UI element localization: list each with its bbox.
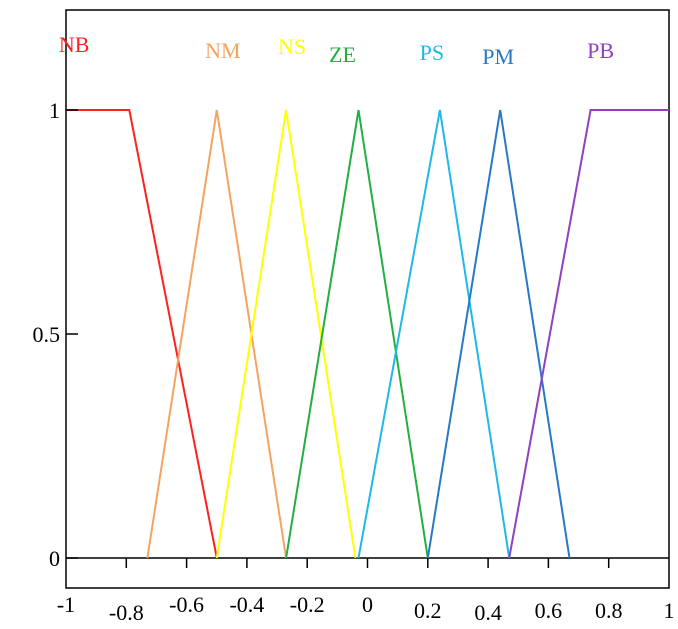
x-tick-label: 0.2 [414,598,442,623]
series-label-nm: NM [205,38,240,63]
series-label-layer: NB NM NS ZE PS PM PB [59,32,614,69]
x-tick-label: 0.6 [535,598,563,623]
series-line-ze [285,109,429,559]
series-line-nm [146,109,288,559]
series-label-ns: NS [278,34,306,59]
plot-frame [65,9,670,589]
series-label-nb: NB [59,32,90,57]
x-tick-label: 0.8 [595,598,623,623]
series-line-pb [508,109,669,559]
series-layer [66,109,669,559]
x-tick-label: -0.8 [109,600,144,625]
series-label-pb: PB [587,38,614,63]
y-axis: 00.51 [33,98,78,571]
y-tick-label: 1 [49,98,60,123]
x-tick-label: 1 [664,598,675,623]
series-line-ps [357,109,511,559]
series-line-nb [66,109,218,559]
x-tick-label: -0.2 [290,592,325,617]
x-tick-label: 0.4 [474,600,502,625]
x-tick-label: -1 [57,592,75,617]
series-label-ps: PS [420,40,444,65]
series-line-ns [215,109,357,559]
x-tick-label: -0.6 [169,592,204,617]
series-label-pm: PM [482,44,514,69]
series-line-pm [426,109,571,559]
x-tick-label: 0 [362,592,373,617]
series-label-ze: ZE [329,42,356,67]
x-axis: -1 -0.8 -0.6 -0.4 -0.2 0 0.2 0.4 0.6 0.8 1 [57,558,675,625]
y-tick-label: 0 [49,546,60,571]
x-tick-label: -0.4 [229,592,264,617]
y-tick-label: 0.5 [33,322,61,347]
